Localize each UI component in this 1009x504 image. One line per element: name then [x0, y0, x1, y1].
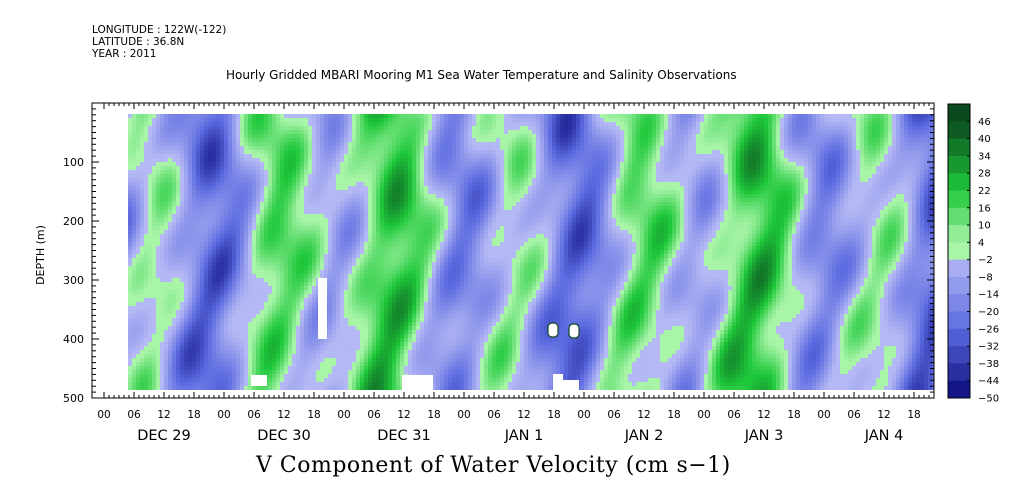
x-day-label: DEC 29 [137, 428, 191, 444]
colorbar-swatch [948, 311, 970, 330]
colorbar-swatch [948, 121, 970, 140]
x-hour-label: 06 [367, 409, 381, 421]
x-hour-label: 00 [817, 409, 830, 421]
colorbar-swatch [948, 259, 970, 278]
x-hour-label: 12 [157, 409, 170, 421]
colorbar-swatch [948, 380, 970, 399]
x-hour-label: 18 [667, 409, 680, 421]
x-day-label: JAN 4 [864, 428, 904, 444]
x-hour-label: 00 [217, 409, 230, 421]
colorbar-label: −20 [978, 307, 999, 318]
colorbar-label: −38 [978, 359, 999, 370]
latitude-label: LATITUDE : 36.8N [92, 36, 185, 48]
y-tick-label: 200 [63, 215, 84, 228]
colorbar-swatch [948, 363, 970, 382]
x-hour-label: 00 [97, 409, 110, 421]
y-tick-label: 400 [63, 333, 84, 346]
bottom-title: V Component of Water Velocity (cm s−1) [256, 453, 731, 478]
colorbar-label: 22 [978, 186, 991, 197]
x-hour-label: 06 [727, 409, 741, 421]
longitude-label: LONGITUDE : 122W(-122) [92, 24, 227, 36]
x-day-labels: DEC 29 DEC 30 DEC 31 JAN 1 JAN 2 JAN 3 JAN 4 [137, 428, 903, 444]
x-hour-label: 00 [457, 409, 470, 421]
colorbar-label: 28 [978, 169, 991, 180]
velocity-field [128, 114, 934, 390]
colorbar-label: −44 [978, 376, 999, 387]
colorbar-swatch [948, 328, 970, 347]
x-hour-label: 18 [787, 409, 800, 421]
colorbar-label: −32 [978, 342, 999, 353]
x-hour-label: 18 [907, 409, 920, 421]
colorbar-swatch [948, 207, 970, 226]
x-hour-label: 12 [877, 409, 890, 421]
y-tick-label: 100 [63, 156, 84, 169]
x-hour-label: 06 [607, 409, 621, 421]
x-hour-label: 18 [547, 409, 560, 421]
colorbar-label: −26 [978, 324, 999, 335]
x-hour-label: 18 [307, 409, 320, 421]
x-hour-label: 12 [517, 409, 530, 421]
colorbar-swatch [948, 155, 970, 174]
y-tick-label: 300 [63, 274, 84, 287]
colorbar-label: −2 [978, 255, 993, 266]
colorbar-label: 10 [978, 221, 991, 232]
x-hour-label: 12 [397, 409, 410, 421]
colorbar-swatch [948, 225, 970, 243]
colorbar-swatch [948, 104, 970, 122]
x-hour-label: 12 [637, 409, 650, 421]
colorbar-label: 16 [978, 203, 991, 214]
colorbar-label: −8 [978, 272, 993, 283]
colorbar-label: 46 [978, 117, 991, 128]
colorbar-swatch [948, 276, 970, 295]
x-hour-label: 00 [697, 409, 710, 421]
colorbar-label: 34 [978, 151, 991, 162]
x-hour-label: 06 [127, 409, 141, 421]
year-label: YEAR : 2011 [92, 48, 157, 60]
colorbar-label: 4 [978, 238, 984, 249]
x-hour-label: 18 [427, 409, 440, 421]
x-hour-label: 18 [187, 409, 200, 421]
colorbar-swatch [948, 242, 970, 261]
x-day-label: JAN 3 [744, 428, 784, 444]
colorbar-label: −14 [978, 290, 999, 301]
x-hour-label: 06 [247, 409, 261, 421]
y-tick-label: 500 [63, 392, 84, 405]
x-day-label: DEC 31 [377, 428, 431, 444]
colorbar-label: 40 [978, 134, 991, 145]
x-hour-label: 06 [847, 409, 861, 421]
x-hour-labels: 00 06 12 18 00 06 12 18 00 06 12 18 00 06 12 18 00 06 12 18… [97, 409, 920, 421]
x-day-label: DEC 30 [257, 428, 311, 444]
axis-ticks [92, 103, 935, 399]
colorbar-label: −50 [978, 394, 999, 405]
x-day-label: JAN 2 [624, 428, 664, 444]
colorbar-swatch [948, 173, 970, 191]
x-hour-label: 00 [577, 409, 590, 421]
colorbar-swatch [948, 294, 970, 313]
y-axis-label: DEPTH (m) [34, 225, 47, 285]
colorbar-swatch [948, 138, 970, 157]
x-hour-label: 00 [337, 409, 350, 421]
x-hour-label: 06 [487, 409, 501, 421]
x-hour-label: 12 [277, 409, 290, 421]
colorbar: 46 40 34 28 22 16 10 4 −2 −8 −14 −20 −26 −32 −38 −44 −50 [947, 103, 999, 405]
chart-title: Hourly Gridded MBARI Mooring M1 Sea Wate… [226, 68, 737, 82]
colorbar-swatch [948, 346, 970, 364]
x-hour-label: 12 [757, 409, 770, 421]
missing-data-patches [251, 278, 580, 390]
x-day-label: JAN 1 [504, 428, 544, 444]
colorbar-swatch [948, 190, 970, 209]
y-tick-labels: 100 200 300 400 500 [63, 156, 84, 405]
